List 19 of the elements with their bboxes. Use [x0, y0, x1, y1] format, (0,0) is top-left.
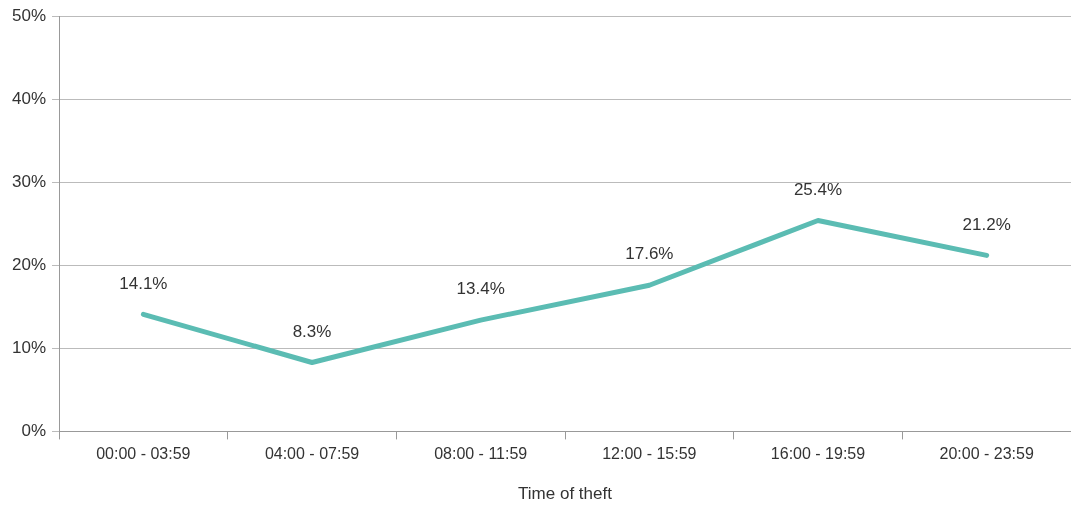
x-axis-title: Time of theft [518, 484, 613, 504]
x-tick-label: 00:00 - 03:59 [96, 445, 191, 463]
y-tick-label: 30% [11, 171, 47, 191]
y-tick-label: 40% [11, 88, 47, 108]
x-tick-label: 04:00 - 07:59 [264, 445, 360, 463]
data-label: 25.4% [793, 179, 843, 199]
data-label: 14.1% [119, 273, 168, 293]
data-label: 17.6% [625, 244, 674, 264]
data-label: 13.4% [456, 279, 505, 299]
x-tick-label: 12:00 - 15:59 [602, 445, 697, 463]
x-tick-label: 08:00 - 11:59 [434, 445, 528, 463]
y-tick-label: 0% [21, 421, 47, 441]
y-tick-label: 10% [11, 338, 47, 358]
x-tick-label: 20:00 - 23:59 [939, 445, 1034, 463]
y-tick-label: 20% [11, 255, 47, 275]
data-label: 8.3% [292, 321, 332, 341]
x-tick-label: 16:00 - 19:59 [770, 445, 866, 463]
y-tick-label: 50% [11, 5, 47, 25]
data-label: 21.2% [962, 214, 1011, 234]
